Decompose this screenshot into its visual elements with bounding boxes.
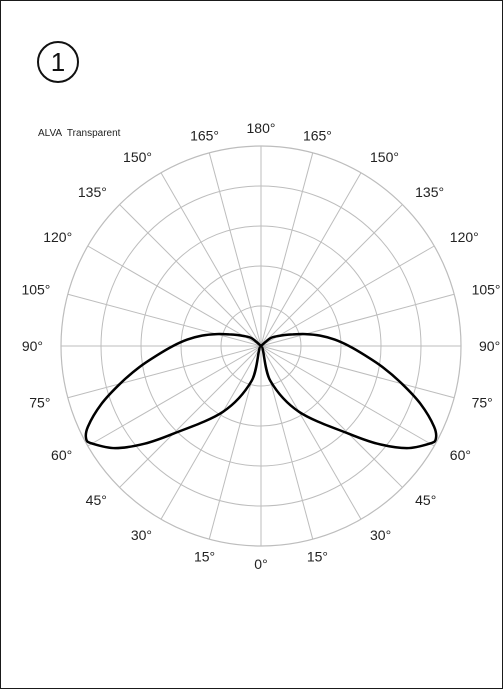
angle-tick-left-75: 75° [29,394,50,410]
angle-tick-right-150: 150° [370,149,399,165]
angle-tick-left-90: 90° [22,338,43,354]
grid-spoke [87,245,262,347]
angle-tick-left-30: 30° [131,527,152,543]
light-distribution-curve [84,332,438,450]
angle-tick-right-45: 45° [415,492,436,508]
grid-spoke [67,293,262,347]
angle-tick-left-120: 120° [43,229,72,245]
grid-spoke [119,345,262,488]
angle-tick-left-105: 105° [21,282,50,298]
angle-tick-left-45: 45° [86,492,107,508]
grid-spoke [260,345,435,447]
grid-spoke [160,172,262,347]
grid-spoke [119,204,262,347]
angle-tick-right-60: 60° [450,447,471,463]
grid-spoke [160,345,262,520]
grid-spoke [260,345,362,520]
grid-spoke [87,345,262,447]
angle-tick-right-165: 165° [303,127,332,143]
angle-tick-left-0: 0° [254,556,267,572]
grid-spoke [260,345,455,399]
angle-tick-left-180: 180° [247,120,276,136]
grid-spoke [260,293,455,347]
section-number: 1 [50,46,66,77]
angle-tick-left-15: 15° [194,549,215,565]
angle-tick-right-135: 135° [415,184,444,200]
angle-tick-left-135: 135° [78,184,107,200]
grid-spoke [260,172,362,347]
angle-tick-right-105: 105° [472,282,501,298]
angle-tick-right-90: 90° [479,338,500,354]
angle-tick-labels: 180° 165° 150° 135° 120° 105° 90° 75° 60° 45° 30° 1… [21,120,500,572]
angle-tick-right-75: 75° [472,394,493,410]
angle-tick-right-30: 30° [370,527,391,543]
grid-spoke [208,152,262,347]
section-number-badge: 1 [37,41,79,83]
grid-spoke [260,245,435,347]
angle-tick-left-150: 150° [123,149,152,165]
angle-tick-left-60: 60° [51,447,72,463]
grid-spoke [260,204,403,347]
angle-tick-right-15: 15° [307,549,328,565]
grid-spoke [260,345,403,488]
angle-tick-left-165: 165° [190,127,219,143]
angle-tick-right-120: 120° [450,229,479,245]
product-label: ALVA Transparent [38,128,121,139]
grid-spoke [260,152,314,347]
grid-spoke [67,345,262,399]
